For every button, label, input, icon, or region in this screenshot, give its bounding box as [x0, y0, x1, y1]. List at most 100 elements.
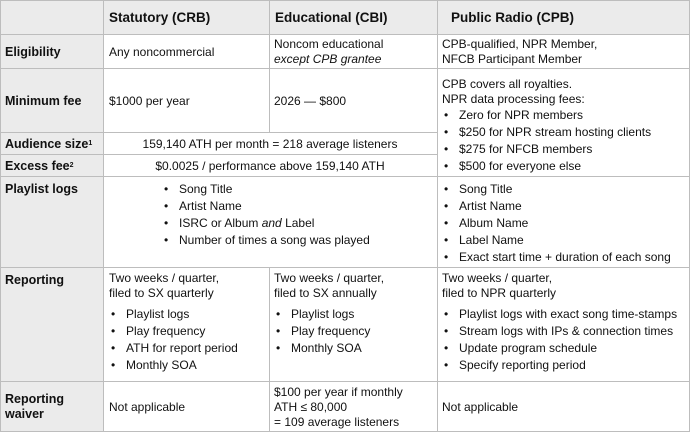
grid-line [0, 34, 690, 35]
list-item: Monthly SOA [109, 357, 269, 374]
list-item: Stream logs with IPs & connection times [442, 323, 690, 340]
list-item: Update program schedule [442, 340, 690, 357]
row-label-eligibility: Eligibility [0, 35, 103, 69]
minimum-fee-crb: $1000 per year [103, 69, 269, 133]
reporting-cpb: Two weeks / quarter, filed to NPR quarte… [437, 268, 690, 382]
excess-fee-value: $0.0025 / performance above 159,140 ATH [103, 155, 437, 177]
grid-line [0, 176, 690, 177]
reporting-cbi: Two weeks / quarter, filed to SX annuall… [269, 268, 437, 382]
list-item: Playlist logs [109, 306, 269, 323]
list-item: ATH for report period [109, 340, 269, 357]
reporting-waiver-cbi-line2: ATH ≤ 80,000 [274, 399, 348, 414]
row-label-audience-size-text: Audience size [5, 136, 89, 151]
eligibility-cbi: Noncom educational except CPB grantee [269, 35, 437, 69]
row-label-excess-fee-text: Excess fee [5, 158, 70, 173]
playlist-logs-cpb: Song Title Artist Name Album Name Label … [437, 177, 690, 268]
header-corner [0, 0, 103, 35]
row-label-minimum-fee: Minimum fee [0, 69, 103, 133]
column-header-public-radio: Public Radio (CPB) [437, 0, 690, 35]
grid-line [0, 381, 690, 382]
grid-line [0, 154, 437, 155]
eligibility-cpb: CPB-qualified, NPR Member, NFCB Particip… [437, 35, 690, 69]
row-label-playlist-logs-text: Playlist logs [5, 182, 78, 196]
eligibility-crb-text: Any noncommercial [109, 44, 215, 59]
row-label-reporting-waiver-line2: waiver [5, 407, 44, 421]
playlist-logs-cpb-list: Song Title Artist Name Album Name Label … [442, 181, 690, 266]
list-item: Specify reporting period [442, 357, 690, 374]
column-header-public-radio-text: Public Radio (CPB) [451, 10, 575, 25]
row-label-excess-fee: Excess fee 2 [0, 155, 103, 177]
eligibility-cpb-line2: NFCB Participant Member [442, 52, 583, 66]
list-item: Number of times a song was played [162, 232, 437, 249]
reporting-crb-list: Playlist logs Play frequency ATH for rep… [109, 306, 269, 374]
list-item: Playlist logs [274, 306, 437, 323]
reporting-waiver-cbi-line1: $100 per year if monthly [274, 384, 403, 399]
reporting-crb: Two weeks / quarter, filed to SX quarter… [103, 268, 269, 382]
eligibility-cbi-line1: Noncom educational [274, 37, 384, 51]
grid-line [269, 268, 270, 432]
reporting-cpb-line1: Two weeks / quarter, [442, 271, 553, 285]
reporting-waiver-crb-text: Not applicable [109, 399, 186, 414]
row-label-reporting-waiver: Reporting waiver [0, 382, 103, 432]
eligibility-cpb-line1: CPB-qualified, NPR Member, [442, 37, 598, 51]
audience-size-text: 159,140 ATH per month = 218 average list… [142, 136, 398, 151]
grid-line [0, 0, 1, 432]
grid-line [103, 0, 104, 432]
reporting-cbi-line2: filed to SX annually [274, 286, 377, 300]
reporting-cpb-list: Playlist logs with exact song time-stamp… [442, 306, 690, 374]
list-item: $250 for NPR stream hosting clients [442, 124, 690, 141]
list-item: Exact start time + duration of each song [442, 249, 690, 266]
reporting-crb-line1: Two weeks / quarter, [109, 271, 220, 285]
grid-line [437, 0, 438, 432]
row-label-playlist-logs: Playlist logs [0, 177, 103, 268]
playlist-logs-crb-cbi: Song Title Artist Name ISRC or Album and… [103, 177, 437, 268]
list-item: Play frequency [109, 323, 269, 340]
list-item: Song Title [442, 181, 690, 198]
playlist-logs-crb-cbi-list: Song Title Artist Name ISRC or Album and… [162, 181, 437, 249]
reporting-waiver-cbi: $100 per year if monthly ATH ≤ 80,000 = … [269, 382, 437, 432]
audience-size-value: 159,140 ATH per month = 218 average list… [103, 133, 437, 155]
minimum-fee-cbi-text: 2026 — $800 [274, 93, 347, 108]
column-header-educational: Educational (CBI) [269, 0, 437, 35]
list-item: Artist Name [442, 198, 690, 215]
row-label-reporting: Reporting [0, 268, 103, 382]
reporting-cpb-line2: filed to NPR quarterly [442, 286, 557, 300]
cpb-fees-line2: NPR data processing fees: [442, 92, 585, 106]
list-item: Label Name [442, 232, 690, 249]
list-item-part: ISRC or Album [179, 216, 259, 230]
row-label-reporting-waiver-line1: Reporting [5, 392, 65, 406]
list-item-part: Label [285, 216, 315, 230]
excess-fee-text: $0.0025 / performance above 159,140 ATH [155, 158, 385, 173]
column-header-educational-text: Educational (CBI) [275, 10, 388, 25]
row-label-minimum-fee-text: Minimum fee [5, 93, 82, 108]
reporting-waiver-crb: Not applicable [103, 382, 269, 432]
list-item: Album Name [442, 215, 690, 232]
reporting-waiver-cpb: Not applicable [437, 382, 690, 432]
column-header-statutory-text: Statutory (CRB) [109, 10, 211, 25]
reporting-crb-line2: filed to SX quarterly [109, 286, 214, 300]
minimum-fee-crb-text: $1000 per year [109, 93, 190, 108]
list-item: Play frequency [274, 323, 437, 340]
eligibility-crb: Any noncommercial [103, 35, 269, 69]
grid-line [0, 132, 437, 133]
reporting-waiver-cpb-text: Not applicable [442, 399, 519, 414]
grid-line [269, 0, 270, 133]
eligibility-cbi-line2: except CPB grantee [274, 52, 382, 66]
cpb-fees-cell: CPB covers all royalties. NPR data proce… [437, 69, 690, 177]
row-label-eligibility-text: Eligibility [5, 44, 61, 59]
minimum-fee-cbi: 2026 — $800 [269, 69, 437, 133]
list-item: $275 for NFCB members [442, 141, 690, 158]
reporting-cbi-line1: Two weeks / quarter, [274, 271, 385, 285]
list-item: Artist Name [162, 198, 437, 215]
grid-line [0, 0, 690, 1]
list-item: Monthly SOA [274, 340, 437, 357]
reporting-waiver-cbi-line3: = 109 average listeners [274, 414, 400, 429]
list-item: Zero for NPR members [442, 107, 690, 124]
list-item: Song Title [162, 181, 437, 198]
cpb-fees-line1: CPB covers all royalties. [442, 77, 573, 91]
grid-line [0, 68, 690, 69]
row-label-reporting-text: Reporting [5, 273, 65, 287]
list-item: Playlist logs with exact song time-stamp… [442, 306, 690, 323]
list-item-part-italic: and [261, 216, 282, 230]
